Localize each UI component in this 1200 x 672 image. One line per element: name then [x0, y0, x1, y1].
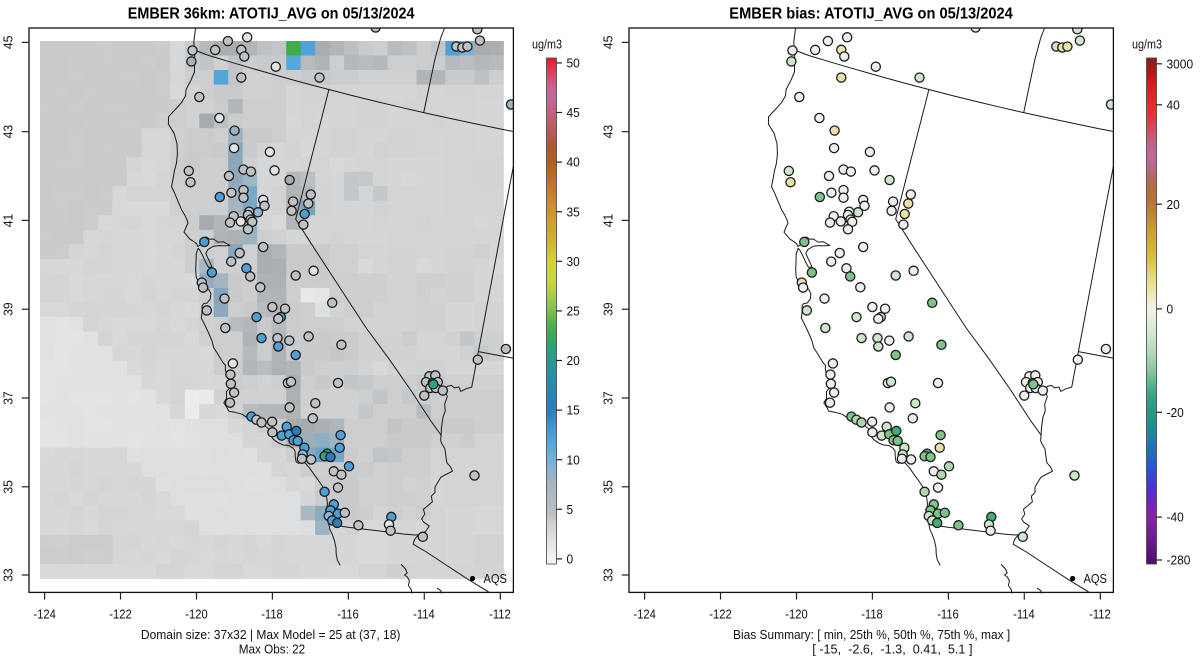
svg-text:35: 35 [567, 205, 580, 220]
svg-text:10: 10 [567, 453, 580, 468]
svg-text:-114: -114 [1013, 607, 1035, 622]
svg-text:-118: -118 [261, 607, 283, 622]
svg-text:-122: -122 [709, 607, 732, 622]
svg-text:EMBER bias: ATOTIJ_AVG on 05/1: EMBER bias: ATOTIJ_AVG on 05/13/2024 [729, 5, 1013, 23]
svg-text:Domain size: 37x32 | Max Model: Domain size: 37x32 | Max Model = 25 at (… [141, 628, 401, 643]
svg-text:33: 33 [601, 568, 615, 581]
svg-text:43: 43 [601, 125, 615, 138]
svg-text:Max Obs: 22: Max Obs: 22 [239, 642, 306, 657]
svg-text:[ -15, -2.6, -1.3, 0.41, 5: [ -15, -2.6, -1.3, 0.41, 5.1 ] [812, 641, 972, 656]
svg-text:39: 39 [601, 302, 615, 315]
svg-text:-118: -118 [861, 607, 883, 622]
svg-text:20: 20 [1167, 197, 1180, 212]
svg-text:-112: -112 [489, 607, 511, 622]
svg-text:-112: -112 [1089, 607, 1111, 622]
svg-text:-120: -120 [185, 607, 208, 622]
svg-text:43: 43 [1, 125, 15, 138]
svg-text:AQS: AQS [484, 571, 507, 586]
svg-text:-116: -116 [937, 607, 959, 622]
svg-text:41: 41 [601, 214, 615, 227]
svg-text:-20: -20 [1167, 405, 1184, 420]
svg-text:30: 30 [567, 254, 580, 269]
svg-text:0: 0 [1167, 302, 1174, 317]
svg-text:-124: -124 [633, 607, 656, 622]
svg-text:ug/m3: ug/m3 [532, 37, 562, 52]
svg-text:45: 45 [567, 106, 580, 121]
svg-text:AQS: AQS [1084, 571, 1107, 586]
svg-text:0: 0 [567, 552, 574, 567]
svg-text:20: 20 [567, 354, 580, 369]
svg-text:5: 5 [567, 502, 574, 517]
svg-text:35: 35 [601, 480, 615, 493]
svg-text:-120: -120 [785, 607, 808, 622]
svg-text:45: 45 [601, 36, 615, 49]
svg-text:37: 37 [601, 391, 615, 404]
svg-text:15: 15 [567, 403, 580, 418]
svg-text:-280: -280 [1167, 553, 1191, 568]
svg-text:35: 35 [1, 480, 15, 493]
svg-text:3000: 3000 [1167, 57, 1194, 72]
svg-text:33: 33 [1, 568, 15, 581]
svg-text:45: 45 [1, 36, 15, 49]
svg-text:-40: -40 [1167, 510, 1184, 525]
svg-text:50: 50 [567, 56, 580, 71]
svg-text:ug/m3: ug/m3 [1132, 37, 1162, 52]
svg-text:-122: -122 [109, 607, 132, 622]
svg-text:Bias Summary: [ min, 25th %, 5: Bias Summary: [ min, 25th %, 50th %, 75t… [733, 628, 1010, 643]
svg-text:-116: -116 [337, 607, 359, 622]
svg-text:EMBER 36km: ATOTIJ_AVG on 05/1: EMBER 36km: ATOTIJ_AVG on 05/13/2024 [128, 5, 415, 23]
svg-text:41: 41 [1, 214, 15, 227]
svg-text:37: 37 [1, 391, 15, 404]
svg-text:39: 39 [1, 302, 15, 315]
svg-text:-124: -124 [33, 607, 56, 622]
svg-text:-114: -114 [413, 607, 435, 622]
svg-text:25: 25 [567, 304, 580, 319]
svg-text:40: 40 [1167, 98, 1180, 113]
svg-text:40: 40 [567, 155, 580, 170]
